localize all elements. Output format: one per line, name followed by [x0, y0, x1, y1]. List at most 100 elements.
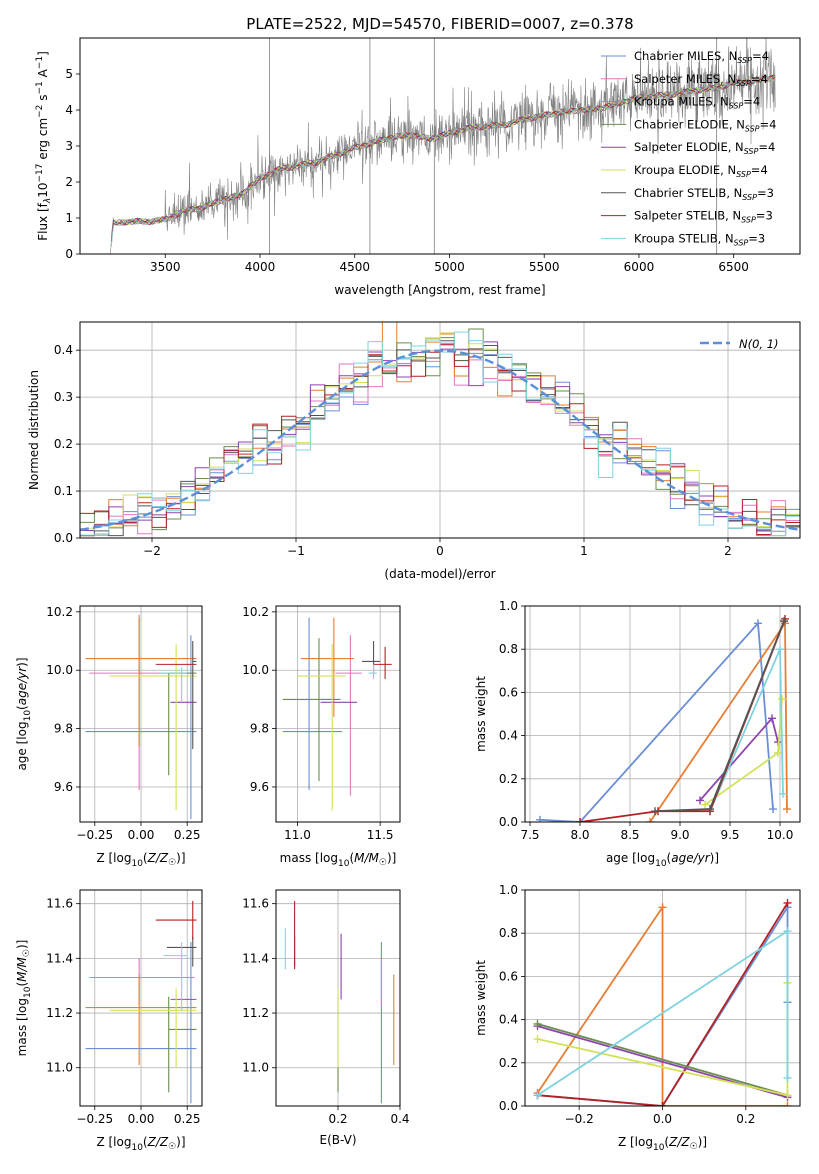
legend-nssp-value: 3 [758, 231, 765, 245]
axis-label-part: age/yr [671, 851, 710, 865]
axis-label-part: 10 [131, 859, 143, 869]
y-tick-label: 0.0 [54, 531, 73, 545]
legend-ssp-sub: SSP [729, 102, 744, 111]
x-tick-label: 6000 [624, 260, 655, 274]
legend-model-name: Kroupa MILES [634, 95, 713, 109]
legend-nssp-value: 4 [769, 117, 776, 131]
series-marker [783, 898, 792, 907]
legend-eq: = [751, 72, 761, 86]
axis-label-part: ( [667, 851, 672, 865]
series-marker [776, 645, 784, 654]
mass-weight-series [536, 619, 777, 822]
axis-label-part: erg cm [36, 118, 50, 164]
series-marker [701, 800, 709, 809]
axis-label: mass [log10(M/M☉)] [15, 940, 33, 1057]
errorbar-point [89, 958, 195, 1005]
series-marker [696, 796, 704, 805]
legend-eq: = [757, 186, 767, 200]
axis-label-part: ( [143, 1135, 148, 1149]
x-tick-label: 9.5 [720, 828, 739, 842]
legend-ssp-sub: SSP [736, 170, 751, 179]
y-tick-label: 11.4 [46, 951, 73, 965]
series-marker [536, 815, 544, 822]
series-marker [774, 748, 782, 757]
x-tick-label: 0.25 [174, 1112, 201, 1126]
x-tick-label: 7.5 [520, 828, 539, 842]
axis-label-part: 10 [23, 986, 33, 998]
x-tick-label: 3500 [150, 260, 181, 274]
x-tick-label: −1 [287, 544, 305, 558]
y-tick-label: 0.1 [54, 484, 73, 498]
errorbar-point [361, 641, 381, 677]
axis-label: mass weight [474, 676, 488, 752]
y-tick-label: 0 [65, 247, 73, 261]
axis-label-part: ☉ [168, 858, 176, 868]
errorbar-plot-area [85, 900, 197, 1104]
legend-separator: , [729, 117, 736, 131]
x-tick-label: 9.0 [670, 828, 689, 842]
series-marker [576, 818, 584, 822]
errorbar-point [85, 617, 197, 747]
axis-label-part: age [log [606, 851, 655, 865]
errorbar-point [335, 635, 362, 796]
axis-label-part: Z/Z [668, 1135, 690, 1149]
legend-ssp-sub: SSP [741, 216, 756, 225]
y-tick-label: 9.8 [250, 722, 269, 736]
weight-metallicity-panel: −0.2 0.0 0.2 0.0 0.2 0.4 0.6 0.8 1.0 Z [log10(Z/Z… [474, 883, 801, 1153]
y-tick-label: 0.2 [499, 1056, 518, 1070]
axis-label-part: Z/Z [147, 851, 169, 865]
axis-label-part: ( [664, 1135, 669, 1149]
y-tick-label: 0.2 [499, 772, 518, 786]
series-marker [769, 805, 777, 814]
errorbar-point [163, 941, 188, 1011]
axis-label-part: ☉ [22, 949, 32, 957]
series-marker [533, 1035, 542, 1044]
legend-eq: = [743, 95, 753, 109]
y-tick-label: 11.0 [242, 1061, 269, 1075]
y-tick-label: 0.4 [499, 1013, 518, 1027]
legend-nssp-value: 4 [760, 163, 767, 177]
legend-n: N [729, 49, 738, 63]
legend-n: N [732, 209, 741, 223]
legend-entry: Chabrier ELODIE, NSSP=4 [634, 117, 776, 133]
axis-label-part: ( [15, 705, 29, 710]
legend-ssp-sub: SSP [736, 79, 751, 88]
axis-label-part: 10 [131, 1143, 143, 1153]
series-marker [779, 789, 787, 798]
legend-n: N [735, 140, 744, 154]
y-tick-label: 1 [65, 211, 73, 225]
spectrum-plot-area [110, 38, 776, 254]
age-metallicity-panel: −0.25 0.00 0.259.69.810.010.2Z [log10(Z/Z☉… [15, 605, 203, 869]
series-marker [768, 714, 776, 723]
mass-weight-series [533, 903, 792, 1106]
axis-label-part: )] [15, 657, 29, 666]
errorbar-point [368, 664, 377, 679]
legend-model-name: Salpeter MILES [634, 72, 720, 86]
y-tick-label: 11.0 [46, 1061, 73, 1075]
x-tick-label: 0.0 [653, 1112, 672, 1126]
axis-label: age [log10(age/yr)] [606, 851, 719, 869]
x-tick-label: 0.4 [390, 1112, 409, 1126]
y-tick-label: 11.2 [46, 1006, 73, 1020]
y-tick-label: 10.2 [242, 605, 269, 619]
axis-label-part: −17 [35, 164, 45, 183]
errorbar-point [168, 996, 197, 1093]
series-marker [533, 1091, 542, 1100]
legend-model-name: Chabrier ELODIE [634, 117, 729, 131]
legend-separator: , [721, 49, 728, 63]
axis-label-part: −1 [35, 81, 45, 94]
y-tick-label: 5 [65, 67, 73, 81]
x-tick-label: 0.00 [128, 828, 155, 842]
axis-label-part: Flux [f [36, 202, 50, 240]
axis-label-part: )] [176, 851, 185, 865]
series-marker [651, 807, 659, 816]
legend-model-name: Kroupa ELODIE [634, 163, 720, 177]
errorbar-point [85, 974, 197, 1065]
legend-entry: Salpeter ELODIE, NSSP=4 [634, 140, 775, 156]
x-tick-label: −0.2 [565, 1112, 594, 1126]
series-marker [783, 1102, 792, 1106]
series-marker [783, 1073, 792, 1082]
axis-label-part: s [36, 95, 50, 105]
series-marker [646, 818, 654, 822]
